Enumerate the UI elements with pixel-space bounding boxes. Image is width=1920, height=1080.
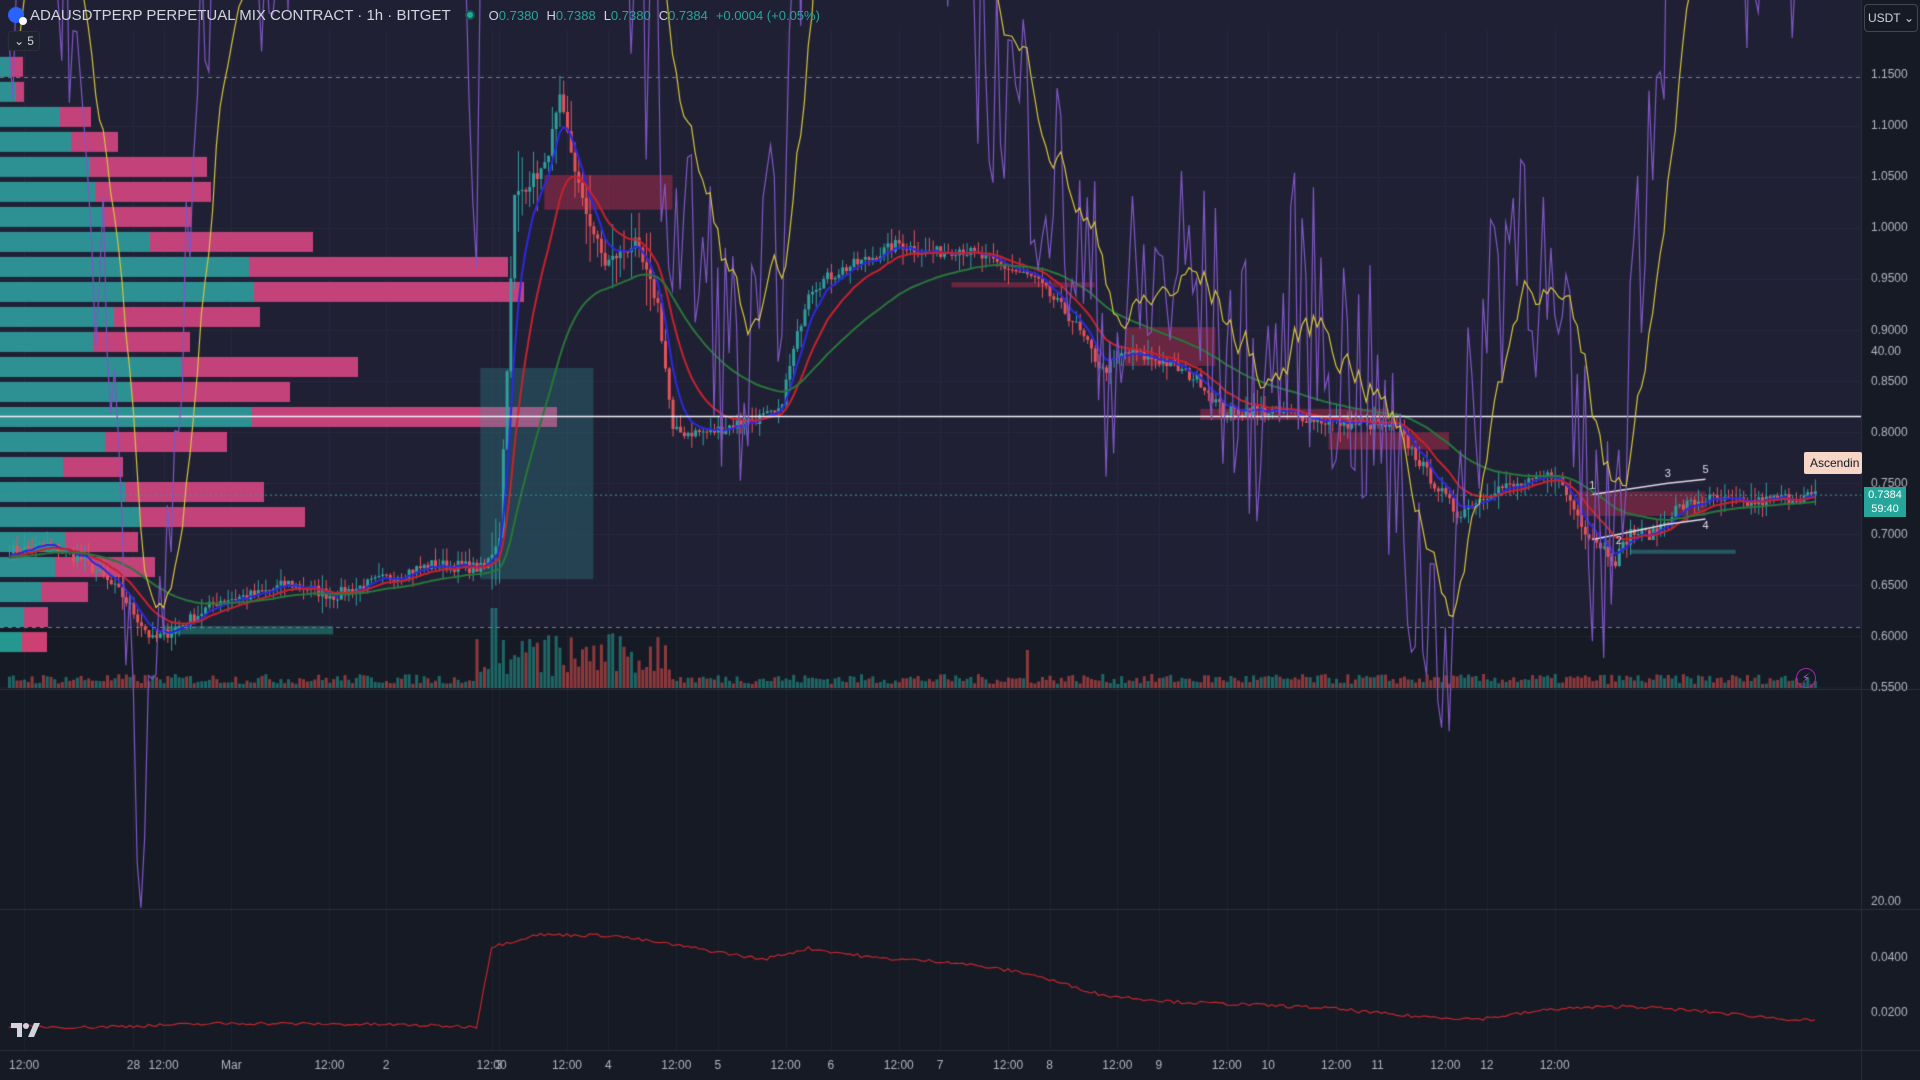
chevron-down-icon: ⌄ bbox=[1900, 11, 1915, 25]
bar-countdown: 59:40 bbox=[1871, 503, 1899, 515]
currency-label: USDT bbox=[1867, 11, 1901, 25]
chevron-down-icon: ⌄ bbox=[14, 34, 25, 48]
ada-coin-icon bbox=[8, 7, 27, 25]
tradingview-logo-icon bbox=[11, 1023, 40, 1037]
indicator-count: 5 bbox=[27, 34, 34, 48]
lightning-icon[interactable]: ⚡ bbox=[1796, 668, 1816, 688]
currency-dropdown[interactable]: USDT ⌄ bbox=[1864, 4, 1918, 32]
chart-header: ADAUSDTPERP PERPETUAL MIX CONTRACT · 1h … bbox=[0, 0, 1860, 30]
ohlc-close: C0.7384 bbox=[658, 7, 708, 23]
last-price-tag: 0.7384 59:40 bbox=[1864, 487, 1906, 517]
last-price-value: 0.7384 bbox=[1868, 489, 1902, 501]
ohlc-low: L0.7380 bbox=[603, 7, 651, 23]
ohlc-open: O0.7380 bbox=[488, 7, 539, 23]
ohlc-high: H0.7388 bbox=[546, 7, 596, 23]
symbol-title[interactable]: ADAUSDTPERP PERPETUAL MIX CONTRACT · 1h … bbox=[30, 6, 451, 24]
tradingview-logo[interactable] bbox=[10, 1021, 40, 1045]
market-open-status-icon bbox=[464, 10, 475, 20]
price-change: +0.0004 (+0.05%) bbox=[715, 7, 820, 23]
pattern-label[interactable]: Ascendin bbox=[1804, 452, 1862, 474]
indicators-toggle-button[interactable]: ⌄ 5 bbox=[8, 31, 40, 51]
